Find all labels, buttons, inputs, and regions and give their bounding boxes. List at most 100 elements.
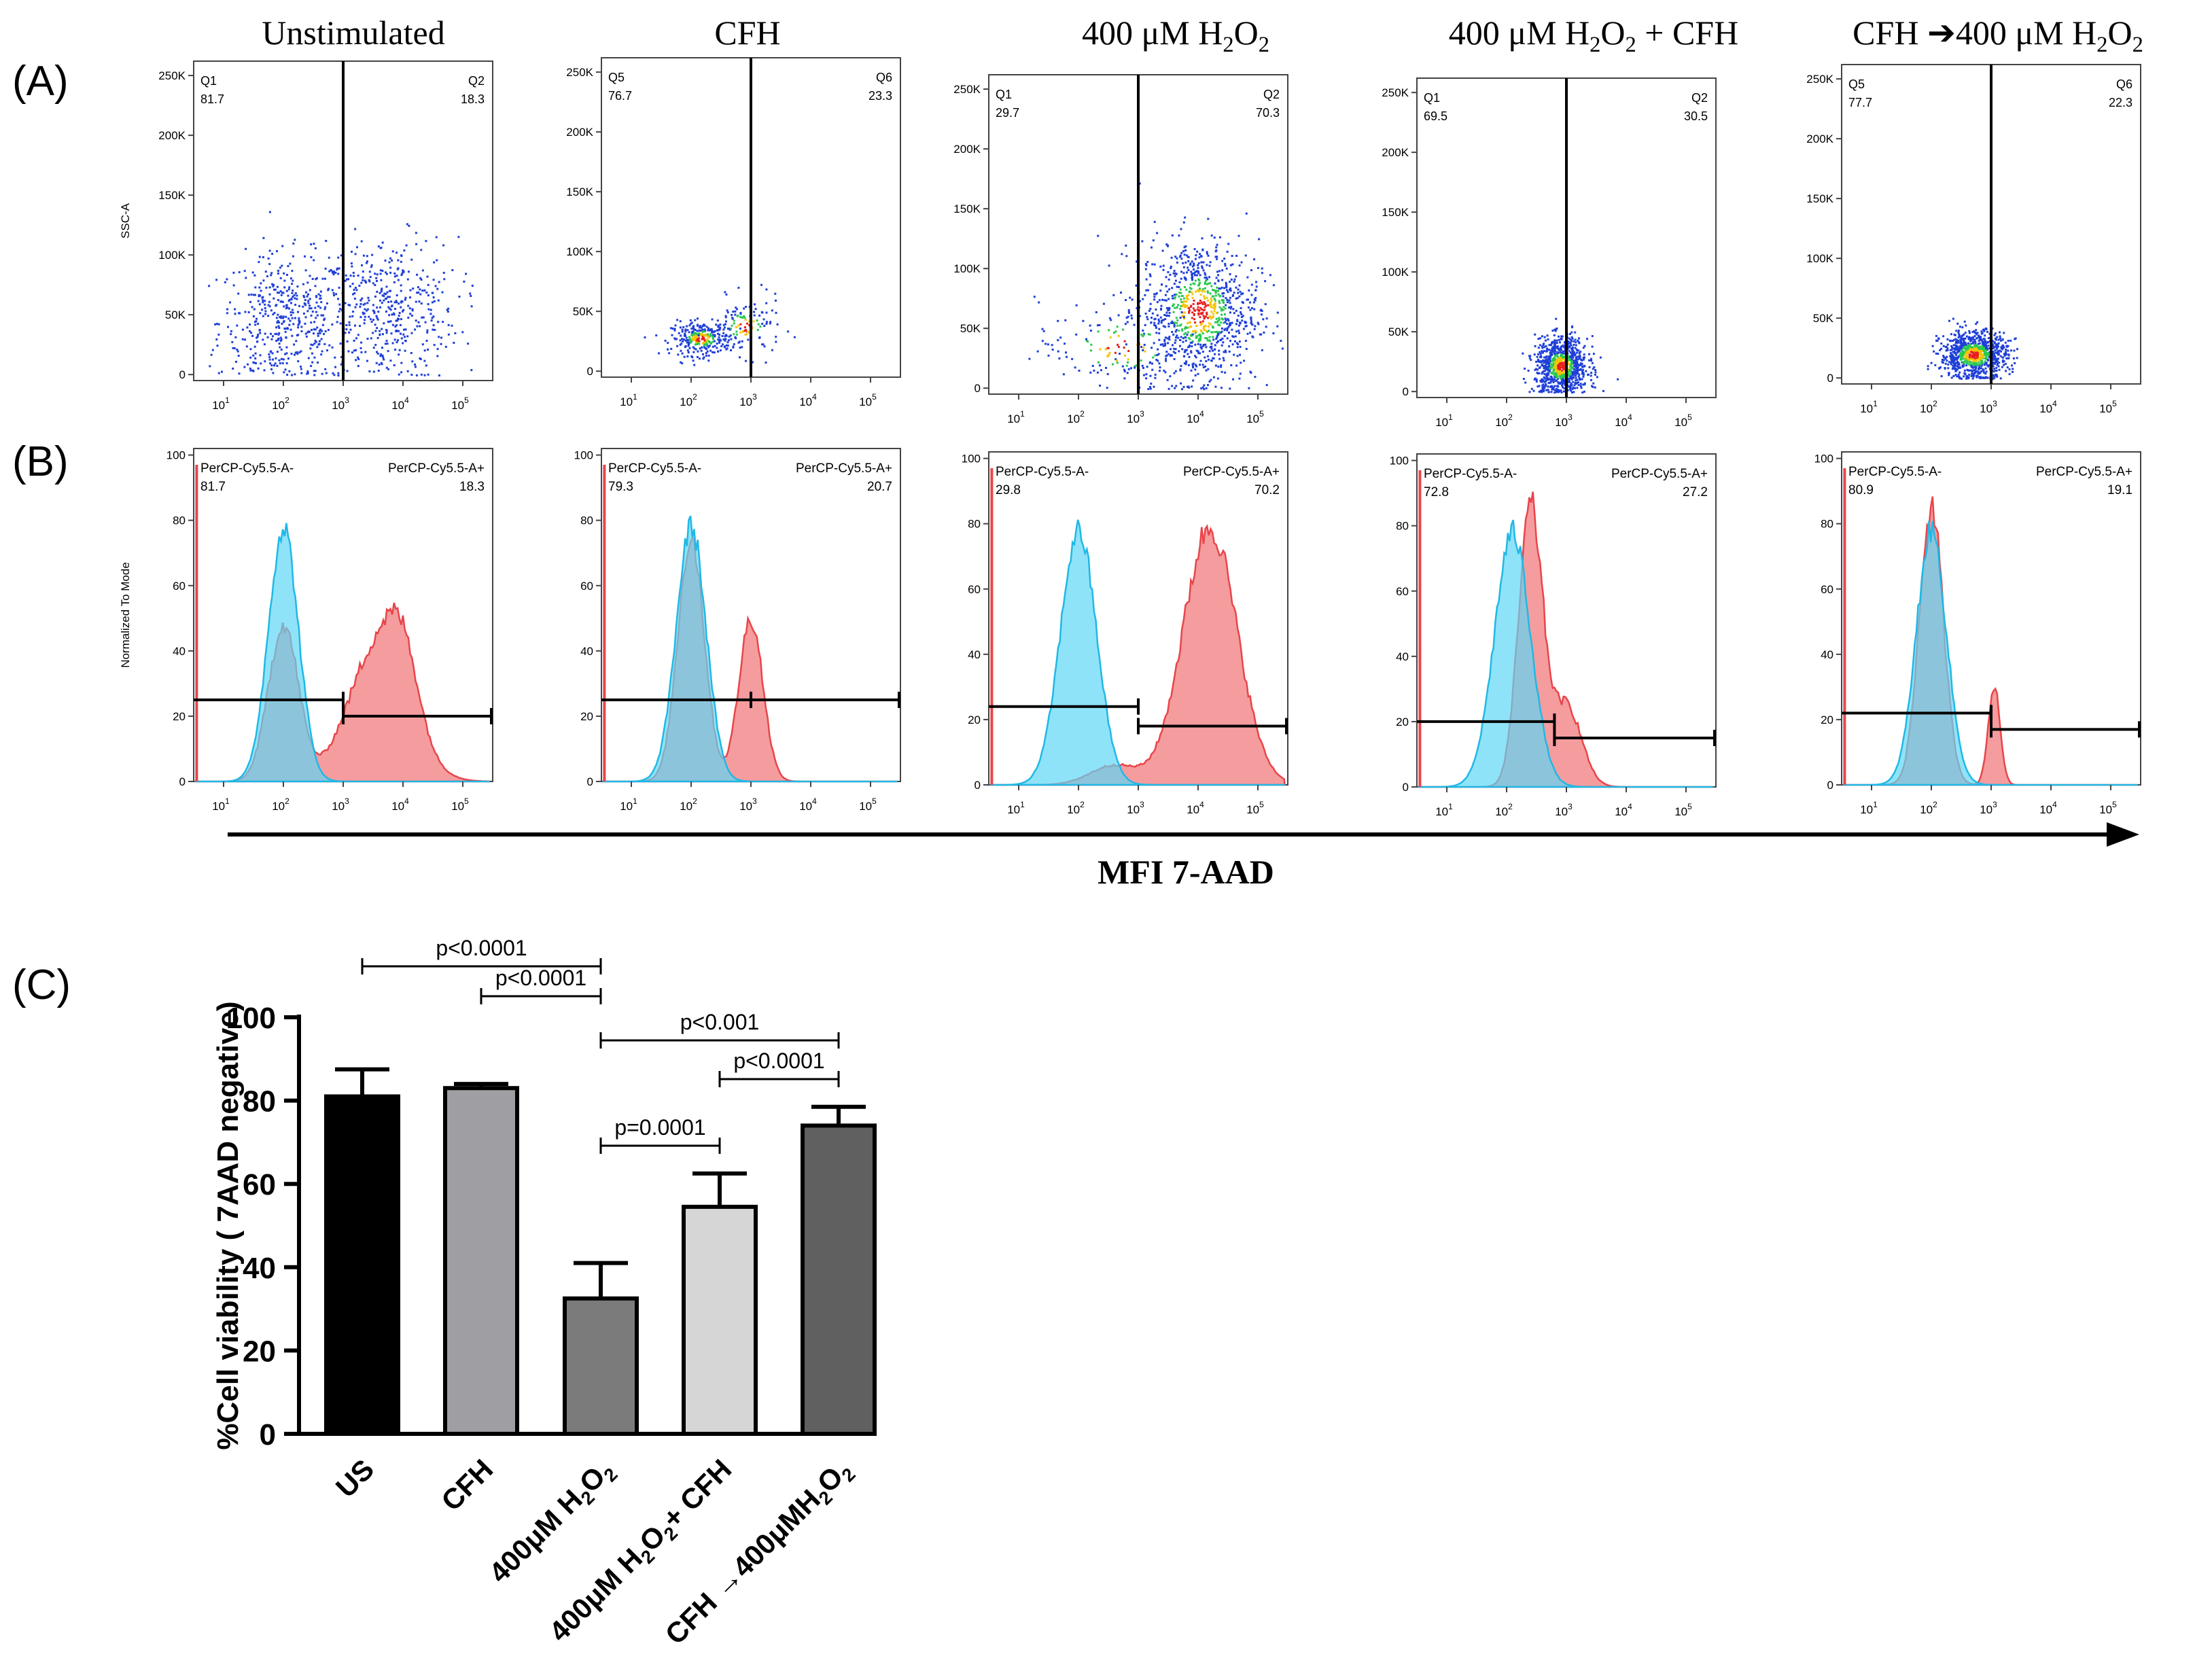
event-dot: [1151, 317, 1153, 319]
event-dot: [1203, 317, 1206, 320]
event-dot: [765, 302, 768, 304]
event-dot: [698, 340, 701, 342]
event-dot: [1195, 274, 1198, 277]
event-dot: [765, 288, 768, 291]
event-dot: [724, 323, 726, 326]
event-dot: [320, 314, 323, 317]
event-dot: [339, 308, 342, 311]
event-dot: [1172, 344, 1174, 347]
event-dot: [1948, 361, 1951, 364]
event-dot: [1556, 353, 1558, 355]
event-dot: [1522, 378, 1525, 381]
event-dot: [1246, 276, 1249, 279]
quadrant-percent: 29.7: [996, 106, 1019, 120]
event-dot: [297, 311, 299, 313]
event-dot: [1957, 362, 1960, 364]
event-dot: [1209, 304, 1212, 306]
event-dot: [260, 362, 262, 365]
control-histogram: [989, 519, 1285, 786]
event-dot: [1536, 355, 1539, 358]
event-dot: [1233, 278, 1236, 281]
event-dot: [697, 340, 699, 342]
event-dot: [747, 330, 749, 333]
event-dot: [1963, 369, 1966, 372]
event-dot: [1555, 373, 1558, 376]
event-dot: [1224, 349, 1227, 352]
event-dot: [1956, 339, 1959, 341]
event-dot: [1218, 319, 1221, 321]
event-dot: [1226, 337, 1229, 340]
event-dot: [1197, 342, 1199, 345]
event-dot: [712, 351, 714, 353]
event-dot: [1221, 309, 1223, 312]
event-dot: [1207, 304, 1210, 306]
event-dot: [1969, 360, 1971, 363]
event-dot: [208, 285, 211, 287]
event-dot: [1180, 270, 1182, 273]
event-dot: [1281, 347, 1284, 350]
event-dot: [1205, 360, 1208, 362]
event-dot: [347, 350, 350, 353]
event-dot: [724, 338, 727, 340]
event-dot: [1153, 221, 1156, 224]
event-dot: [1207, 217, 1210, 220]
event-dot: [1280, 340, 1282, 342]
event-dot: [446, 309, 449, 311]
event-dot: [1985, 347, 1987, 350]
event-dot: [2013, 349, 2016, 352]
event-dot: [1574, 387, 1576, 389]
event-dot: [1553, 363, 1556, 366]
event-dot: [1276, 325, 1279, 328]
event-dot: [1968, 353, 1971, 355]
event-dot: [1993, 376, 1996, 379]
event-dot: [703, 344, 705, 347]
event-dot: [1182, 221, 1185, 224]
event-dot: [1227, 318, 1229, 321]
event-dot: [1986, 349, 1989, 351]
y-tick-label: 250K: [566, 66, 593, 79]
event-dot: [739, 347, 741, 349]
event-dot: [741, 316, 743, 319]
event-dot: [1190, 270, 1193, 273]
event-dot: [787, 330, 790, 333]
event-dot: [1116, 359, 1118, 362]
event-dot: [409, 289, 412, 292]
event-dot: [419, 277, 422, 279]
event-dot: [2007, 354, 2010, 357]
event-dot: [691, 338, 694, 341]
event-dot: [1182, 337, 1184, 340]
event-dot: [1221, 279, 1224, 281]
event-dot: [1560, 361, 1562, 364]
event-dot: [324, 267, 327, 270]
event-dot: [224, 281, 226, 283]
event-dot: [1230, 364, 1233, 366]
event-dot: [1217, 366, 1220, 368]
event-dot: [234, 313, 236, 315]
event-dot: [1191, 265, 1194, 268]
event-dot: [658, 352, 660, 355]
event-dot: [307, 302, 310, 304]
event-dot: [1117, 346, 1120, 348]
event-dot: [1970, 374, 1973, 377]
event-dot: [417, 321, 420, 323]
y-tick-label: 20: [1396, 716, 1409, 728]
event-dot: [1190, 325, 1192, 328]
event-dot: [1129, 296, 1131, 299]
event-dot: [1553, 376, 1556, 379]
event-dot: [1223, 302, 1225, 304]
event-dot: [1150, 383, 1153, 385]
event-dot: [1938, 367, 1941, 370]
x-tick-label: 101: [212, 796, 230, 813]
event-dot: [1208, 330, 1210, 332]
event-dot: [396, 341, 398, 344]
event-dot: [1229, 311, 1231, 314]
event-dot: [1981, 340, 1984, 342]
event-dot: [1568, 357, 1570, 360]
event-dot: [1163, 299, 1166, 302]
event-dot: [1173, 372, 1176, 374]
event-dot: [1539, 389, 1542, 392]
event-dot: [326, 349, 328, 352]
y-tick-label: 250K: [158, 69, 186, 82]
event-dot: [1142, 349, 1144, 351]
event-dot: [1547, 362, 1550, 364]
